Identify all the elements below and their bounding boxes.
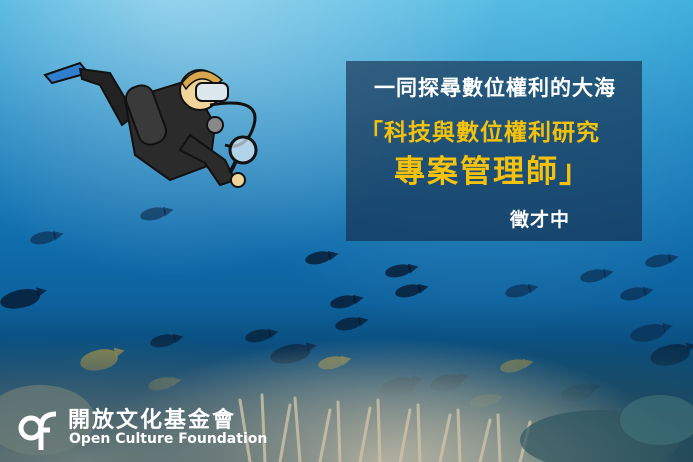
headline-panel xyxy=(346,61,642,241)
headline-line-2: 「科技與數位權利研究 xyxy=(360,120,600,146)
coral-illustration xyxy=(0,385,693,462)
scuba-diver-illustration xyxy=(43,61,258,188)
ocf-logo-icon xyxy=(18,411,57,450)
headline-job-title: 專案管理師」 xyxy=(394,154,592,190)
headline-line-1: 一同探尋數位權利的大海 xyxy=(374,76,616,100)
logo-name-en: Open Culture Foundation xyxy=(69,431,268,447)
ocf-logo: 開放文化基金會 Open Culture Foundation xyxy=(16,402,267,452)
hiring-label: 徵才中 xyxy=(509,209,570,231)
logo-name-zh: 開放文化基金會 xyxy=(68,408,237,433)
